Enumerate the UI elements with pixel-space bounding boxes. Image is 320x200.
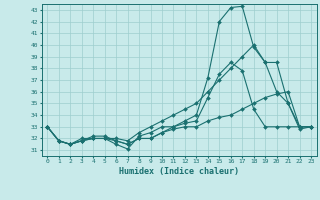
X-axis label: Humidex (Indice chaleur): Humidex (Indice chaleur) xyxy=(119,167,239,176)
